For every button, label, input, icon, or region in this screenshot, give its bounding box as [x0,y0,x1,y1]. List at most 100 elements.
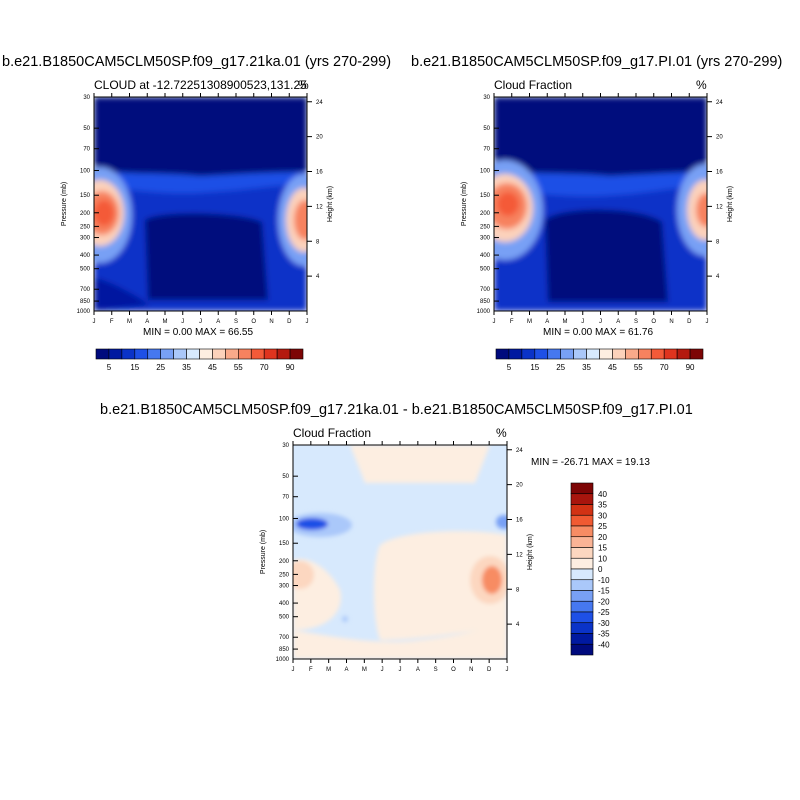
panel-a-xtick-label: F [110,319,114,325]
panel-c-colorbar-swatch [570,611,594,624]
panel-c-colorbar-swatch [570,557,594,570]
panel-a-ytick-label: 150 [80,193,91,199]
panel-b-y2tick-label: 8 [716,239,720,245]
panel-c-colorbar-label: -35 [598,630,610,639]
panel-b-xtick-label: J [599,319,602,325]
panel-c-xtick-label: A [344,667,348,673]
panel-b-colorbar-label: 70 [660,363,669,372]
panel-a-colorbar-swatch [263,348,278,360]
panel-c-y2tick-label: 4 [516,622,520,628]
panel-c-colorbar-label: -10 [598,576,610,585]
panel-a-colorbar: 5 15 25 35 45 55 70 90 [95,348,304,372]
panel-c-colorbar-label: 30 [598,511,607,520]
panel-b-colorbar-swatch [663,348,678,360]
panel-b-colorbar-swatch [638,348,652,360]
panel-a-colorbar-swatch [186,348,200,360]
panel-b-colorbar-label: 5 [507,363,512,372]
panel-b-colorbar-swatch [689,348,704,360]
panel-b-colorbar-swatch [612,348,626,360]
panel-b-colorbar-label: 25 [556,363,565,372]
panel-c-ytick-label: 30 [282,443,289,449]
panel-c-xtick-label: M [362,667,367,673]
panel-c-colorbar-label: -30 [598,619,610,628]
panel-b-colorbar-swatch [650,348,665,360]
panel-b-xtick-label: A [616,319,620,325]
panel-a-colorbar-label: 5 [107,363,112,372]
panel-a-ytick-label: 1000 [77,309,91,315]
panel-c-colorbar-swatch [570,547,594,559]
panel-a-xtick-label: M [127,319,132,325]
panel-a-xtick-label: J [199,319,202,325]
panel-a-colorbar-swatch [238,348,252,360]
panel-c-right-label: % [496,426,507,440]
panel-b-xtick-label: N [669,319,673,325]
panel-a-xtick-label: N [269,319,273,325]
panel-a-y2tick-label: 4 [316,274,320,280]
panel-b-y2tick-label: 24 [716,100,723,106]
panel-c-y2tick-label: 12 [516,552,523,558]
panel-c-colorbar-swatch [570,622,594,634]
panel-b-colorbar-swatch [560,348,574,360]
panel-b-colorbar-swatch [573,348,587,360]
panel-a-ylabel: Pressure (mb) [61,182,68,226]
panel-a-y2tick-label: 12 [316,204,323,210]
panel-c-ytick-label: 200 [279,559,290,565]
panel-b-ytick-label: 850 [480,299,491,305]
panel-b-xtick-label: D [687,319,692,325]
panel-c-xtick-label: J [381,667,384,673]
panel-c-xtick-label: D [487,667,492,673]
panel-b-axes: 30 50 70 100 150 200 250 300 400 500 700 850 1000 24 2… [461,93,734,325]
panel-c-colorbar-swatch [570,643,594,656]
panel-c-title: b.e21.B1850CAM5CLM50SP.f09_g17.21ka.01 -… [100,402,693,418]
panel-b-colorbar-swatch [521,348,536,360]
panel-b-colorbar-swatch [599,348,613,360]
panel-b-xtick-label: F [510,319,514,325]
panel-b-ytick-label: 150 [480,193,491,199]
panel-a-right-label: % [298,78,309,92]
panel-a-colorbar-label: 70 [260,363,269,372]
panel-c-y2tick-label: 16 [516,518,523,524]
panel-a-ytick-label: 50 [83,126,90,132]
panel-c-ytick-label: 100 [279,516,290,522]
panel-c-colorbar-swatch [570,579,594,591]
panel-a-ytick-label: 70 [83,147,90,153]
panel-a-colorbar-swatch [134,348,149,360]
panel-a-colorbar-label: 15 [130,363,139,372]
panel-a-colorbar-swatch [147,348,161,360]
panel-b-colorbar-swatch [495,348,510,360]
panel-c-y2tick-label: 20 [516,483,523,489]
panel-c-ytick-label: 700 [279,635,290,641]
panel-a-stats: MIN = 0.00 MAX = 66.55 [143,327,254,338]
panel-c-xtick-label: J [292,667,295,673]
panel-b-ylabel: Pressure (mb) [461,182,468,226]
panel-c-colorbar-label: 0 [598,565,603,574]
panel-a-left-label: CLOUD at -12.72251308900523,131.25 [94,78,307,92]
panel-c-colorbar-label: -15 [598,587,610,596]
panel-c-ytick-label: 300 [279,584,290,590]
panel-a-colorbar-swatch [212,348,226,360]
panel-a-colorbar-label: 25 [156,363,165,372]
panel-b-y2tick-label: 12 [716,204,723,210]
panel-a-colorbar-swatch [160,348,174,360]
panel-c-xtick-label: F [309,667,313,673]
panel-b-colorbar-swatch [625,348,639,360]
panel-c-ytick-label: 500 [279,615,290,621]
panel-a-colorbar-swatch [276,348,291,360]
panel-b-colorbar-label: 15 [530,363,539,372]
panel-a-colorbar-label: 45 [208,363,217,372]
panel-c-colorbar-swatch [570,504,594,516]
panel-c-colorbar-label: 20 [598,533,607,542]
panel-a-xtick-label: J [306,319,309,325]
panel-a-ytick-label: 100 [80,168,91,174]
panel-a-ytick-label: 500 [80,267,91,273]
panel-b-colorbar-label: 90 [686,363,695,372]
panel-b-ytick-label: 100 [480,168,491,174]
panel-c-colorbar-label: 15 [598,544,607,553]
panel-a-colorbar-swatch [199,348,213,360]
panel-b-ytick-label: 70 [483,147,490,153]
panel-a-xtick-label: A [145,319,149,325]
panel-b-xtick-label: S [634,319,638,325]
panel-a-ytick-label: 300 [80,236,91,242]
panel-c-left-label: Cloud Fraction [293,426,372,440]
